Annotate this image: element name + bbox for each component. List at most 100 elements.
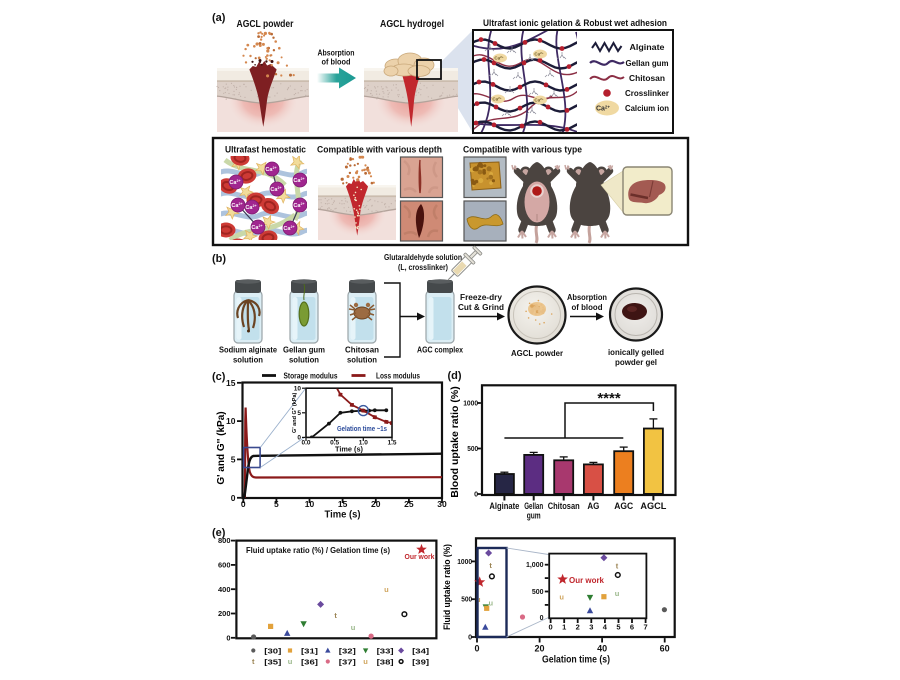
svg-text:60: 60 <box>660 644 670 654</box>
svg-text:0: 0 <box>226 633 230 642</box>
svg-text:5: 5 <box>274 499 279 509</box>
svg-text:15: 15 <box>226 378 236 388</box>
svg-text:Freeze-dry: Freeze-dry <box>460 293 503 302</box>
svg-text:0: 0 <box>231 493 236 503</box>
svg-text:AGC complex: AGC complex <box>417 346 463 355</box>
svg-text:AGCL powder: AGCL powder <box>237 18 294 30</box>
svg-text:Ultrafast hemostatic: Ultrafast hemostatic <box>225 145 306 156</box>
svg-text:0: 0 <box>540 615 544 622</box>
svg-text:5: 5 <box>297 410 301 417</box>
svg-text:Chitosan: Chitosan <box>629 74 665 83</box>
svg-text:4: 4 <box>603 623 608 632</box>
svg-text:of blood: of blood <box>572 303 603 312</box>
svg-text:Alginate: Alginate <box>630 43 666 52</box>
svg-text:Absorption: Absorption <box>318 49 355 58</box>
svg-text:Glutaraldehyde solution: Glutaraldehyde solution <box>384 253 462 262</box>
svg-text:Ultrafast ionic gelation & Rob: Ultrafast ionic gelation & Robust wet ad… <box>483 18 667 29</box>
svg-text:AG: AG <box>587 501 599 512</box>
svg-text:Ca2+: Ca2+ <box>293 202 304 209</box>
svg-text:400: 400 <box>218 585 231 594</box>
svg-text:1000: 1000 <box>457 559 472 566</box>
svg-text:Loss modulus: Loss modulus <box>376 371 420 381</box>
svg-text:u: u <box>384 585 389 594</box>
svg-text:u: u <box>489 598 494 607</box>
svg-text:u: u <box>615 589 620 598</box>
svg-text:0: 0 <box>474 492 478 499</box>
svg-text:solution: solution <box>347 356 377 365</box>
svg-text:G' and G'' (kPa): G' and G'' (kPa) <box>292 392 298 432</box>
svg-text:t: t <box>334 611 337 620</box>
svg-text:t: t <box>489 561 492 570</box>
svg-text:500: 500 <box>467 446 478 453</box>
svg-text:Ca2+: Ca2+ <box>492 96 501 101</box>
svg-text:1.5: 1.5 <box>387 440 396 447</box>
svg-text:Ca2+: Ca2+ <box>270 186 281 193</box>
svg-text:(e): (e) <box>212 527 226 539</box>
svg-text:0.0: 0.0 <box>301 440 310 447</box>
svg-text:Ca2+: Ca2+ <box>293 177 304 184</box>
svg-text:0: 0 <box>241 499 246 509</box>
svg-text:Gellan gum: Gellan gum <box>626 59 669 68</box>
svg-text:2: 2 <box>576 623 580 632</box>
svg-text:Absorption: Absorption <box>567 293 607 302</box>
svg-text:Gellan gum: Gellan gum <box>283 346 325 355</box>
svg-text:20: 20 <box>535 644 545 654</box>
svg-text:Fluid uptake ratio (%) / Gelat: Fluid uptake ratio (%) / Gelation time (… <box>246 545 390 555</box>
svg-text:[39]: [39] <box>412 657 430 666</box>
svg-text:6: 6 <box>630 623 634 632</box>
svg-text:[33]: [33] <box>377 646 395 655</box>
svg-text:0: 0 <box>474 644 479 654</box>
svg-text:Ca2+: Ca2+ <box>229 179 240 186</box>
svg-text:3: 3 <box>589 623 593 632</box>
svg-text:u: u <box>351 623 356 632</box>
svg-text:20: 20 <box>371 499 381 509</box>
svg-text:t: t <box>252 657 255 666</box>
svg-text:Time (s): Time (s) <box>335 446 363 453</box>
svg-text:Fluid uptake ratio (%): Fluid uptake ratio (%) <box>442 544 453 630</box>
svg-text:1.0: 1.0 <box>359 440 368 447</box>
svg-text:0: 0 <box>549 623 553 632</box>
svg-text:solution: solution <box>233 356 263 365</box>
svg-text:10: 10 <box>305 499 315 509</box>
svg-text:[35]: [35] <box>264 657 282 666</box>
svg-text:10: 10 <box>294 385 302 392</box>
svg-text:0: 0 <box>297 435 301 442</box>
svg-text:****: **** <box>597 390 621 407</box>
svg-text:1: 1 <box>562 623 566 632</box>
svg-text:Ca2+: Ca2+ <box>494 55 503 60</box>
svg-text:Ca2+: Ca2+ <box>596 104 610 112</box>
svg-text:u: u <box>288 657 293 666</box>
svg-text:Blood uptake ratio (%): Blood uptake ratio (%) <box>449 386 461 497</box>
svg-text:(a): (a) <box>212 12 226 24</box>
svg-text:0.5: 0.5 <box>330 440 339 447</box>
svg-text:Storage modulus: Storage modulus <box>284 371 338 381</box>
svg-text:Ca2+: Ca2+ <box>283 225 294 232</box>
svg-text:1000: 1000 <box>463 401 478 408</box>
svg-text:Our work: Our work <box>569 576 605 585</box>
svg-text:[31]: [31] <box>301 646 319 655</box>
svg-text:Crosslinker: Crosslinker <box>625 89 669 98</box>
svg-text:40: 40 <box>597 644 607 654</box>
svg-text:Ca2+: Ca2+ <box>265 166 276 173</box>
svg-text:Chitosan: Chitosan <box>345 346 379 355</box>
svg-text:15: 15 <box>338 499 348 509</box>
svg-text:Compatible with various type: Compatible with various type <box>463 145 582 156</box>
svg-text:solution: solution <box>289 356 319 365</box>
svg-text:Alginate: Alginate <box>489 501 519 512</box>
svg-text:30: 30 <box>437 499 447 509</box>
svg-text:Gellan: Gellan <box>524 501 543 512</box>
svg-text:Ca2+: Ca2+ <box>534 51 543 56</box>
svg-text:AGC: AGC <box>614 501 633 512</box>
svg-text:u: u <box>559 592 564 601</box>
svg-text:powder gel: powder gel <box>615 358 657 367</box>
svg-text:25: 25 <box>404 499 414 509</box>
svg-text:AGCL powder: AGCL powder <box>511 348 564 358</box>
svg-text:Ca2+: Ca2+ <box>231 202 242 209</box>
svg-text:5: 5 <box>616 623 620 632</box>
svg-text:[34]: [34] <box>412 646 430 655</box>
svg-text:[37]: [37] <box>339 657 357 666</box>
svg-text:(d): (d) <box>448 370 462 382</box>
svg-text:0: 0 <box>468 635 472 642</box>
svg-text:[38]: [38] <box>377 657 395 666</box>
svg-text:Compatible with various depth: Compatible with various depth <box>317 145 442 156</box>
